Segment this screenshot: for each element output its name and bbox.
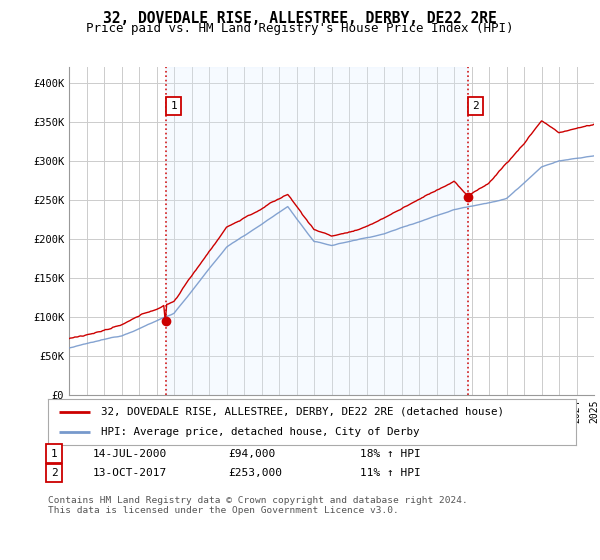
Text: Contains HM Land Registry data © Crown copyright and database right 2024.
This d: Contains HM Land Registry data © Crown c… bbox=[48, 496, 468, 515]
Bar bbox=[166, 67, 468, 395]
Text: £253,000: £253,000 bbox=[228, 468, 282, 478]
Text: 11% ↑ HPI: 11% ↑ HPI bbox=[360, 468, 421, 478]
Text: 2: 2 bbox=[50, 468, 58, 478]
Text: 1: 1 bbox=[170, 101, 177, 111]
Text: 14-JUL-2000: 14-JUL-2000 bbox=[93, 449, 167, 459]
Text: 32, DOVEDALE RISE, ALLESTREE, DERBY, DE22 2RE: 32, DOVEDALE RISE, ALLESTREE, DERBY, DE2… bbox=[103, 11, 497, 26]
Text: 18% ↑ HPI: 18% ↑ HPI bbox=[360, 449, 421, 459]
Text: 13-OCT-2017: 13-OCT-2017 bbox=[93, 468, 167, 478]
Text: 32, DOVEDALE RISE, ALLESTREE, DERBY, DE22 2RE (detached house): 32, DOVEDALE RISE, ALLESTREE, DERBY, DE2… bbox=[101, 407, 504, 417]
Text: HPI: Average price, detached house, City of Derby: HPI: Average price, detached house, City… bbox=[101, 427, 419, 437]
Text: £94,000: £94,000 bbox=[228, 449, 275, 459]
Text: Price paid vs. HM Land Registry's House Price Index (HPI): Price paid vs. HM Land Registry's House … bbox=[86, 22, 514, 35]
Text: 2: 2 bbox=[472, 101, 479, 111]
Text: 1: 1 bbox=[50, 449, 58, 459]
